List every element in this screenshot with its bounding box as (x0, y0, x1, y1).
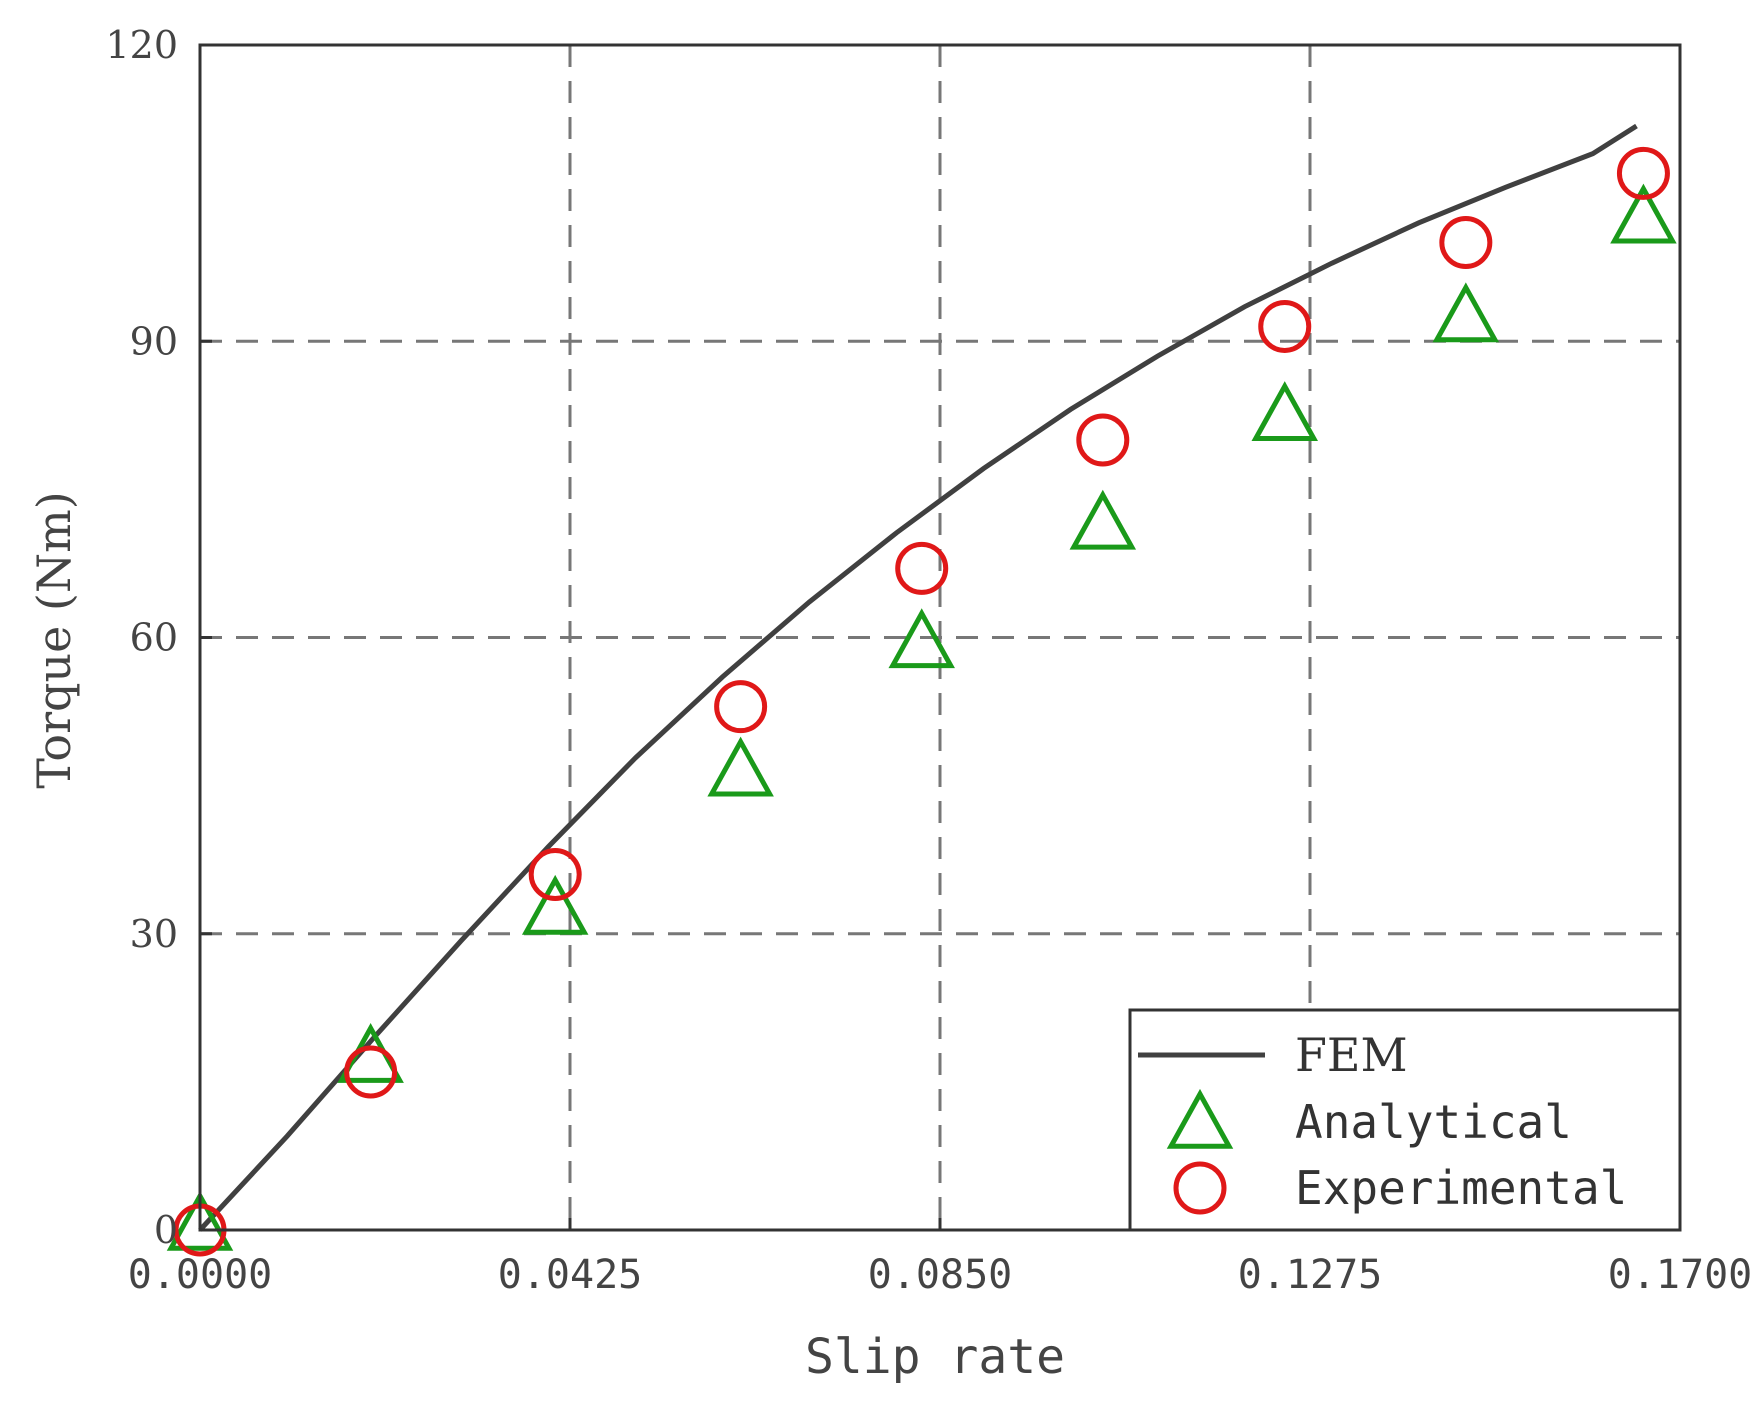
plot-border (198, 43, 1682, 1232)
legend-experimental-swatch (1173, 1161, 1227, 1215)
x-tick-label: 0.0425 (498, 1252, 643, 1298)
legend-analytical-swatch (1166, 1088, 1234, 1149)
analytical-point (1432, 282, 1500, 343)
x-axis-title: Slip rate (805, 1329, 1065, 1385)
legend-label: Experimental (1295, 1161, 1627, 1215)
y-tick-label: 30 (130, 912, 178, 956)
plot-series (166, 123, 1677, 1257)
y-tick-label: 60 (130, 616, 178, 660)
y-tick-label: 90 (130, 319, 178, 363)
x-tick-label: 0.1275 (1238, 1252, 1383, 1298)
x-tick-label: 0.0850 (868, 1252, 1013, 1298)
legend-label: Analytical (1295, 1095, 1572, 1149)
analytical-point (166, 1190, 234, 1251)
analytical-point (521, 874, 589, 935)
experimental-point (344, 1045, 398, 1099)
x-tick-label: 0.1700 (1608, 1252, 1753, 1298)
analytical-point (1069, 489, 1137, 550)
y-tick-label: 120 (105, 23, 178, 67)
tick-labels: 0.0000 0.0425 0.0850 0.1275 0.1700 0 30 60 90 120 (105, 23, 1752, 1298)
experimental-point (528, 848, 582, 901)
legend-label: FEM (1295, 1028, 1408, 1082)
experimental-point (1616, 146, 1670, 200)
experimental-point (714, 680, 768, 734)
x-tick-label: 0.0000 (128, 1252, 273, 1298)
experimental-point (1258, 299, 1312, 353)
experimental-point (895, 541, 949, 595)
analytical-point (707, 736, 774, 797)
experimental-point (1076, 413, 1130, 467)
analytical-point (1251, 381, 1318, 442)
fem-line (198, 123, 1638, 1232)
legend: FEM Analytical Experimental (1128, 1008, 1682, 1232)
analytical-point (888, 608, 955, 669)
y-tick-label: 0 (154, 1208, 178, 1252)
analytical-point (1610, 183, 1677, 244)
y-axis-title: Torque (Nm) (27, 491, 81, 788)
experimental-point (1439, 216, 1493, 269)
